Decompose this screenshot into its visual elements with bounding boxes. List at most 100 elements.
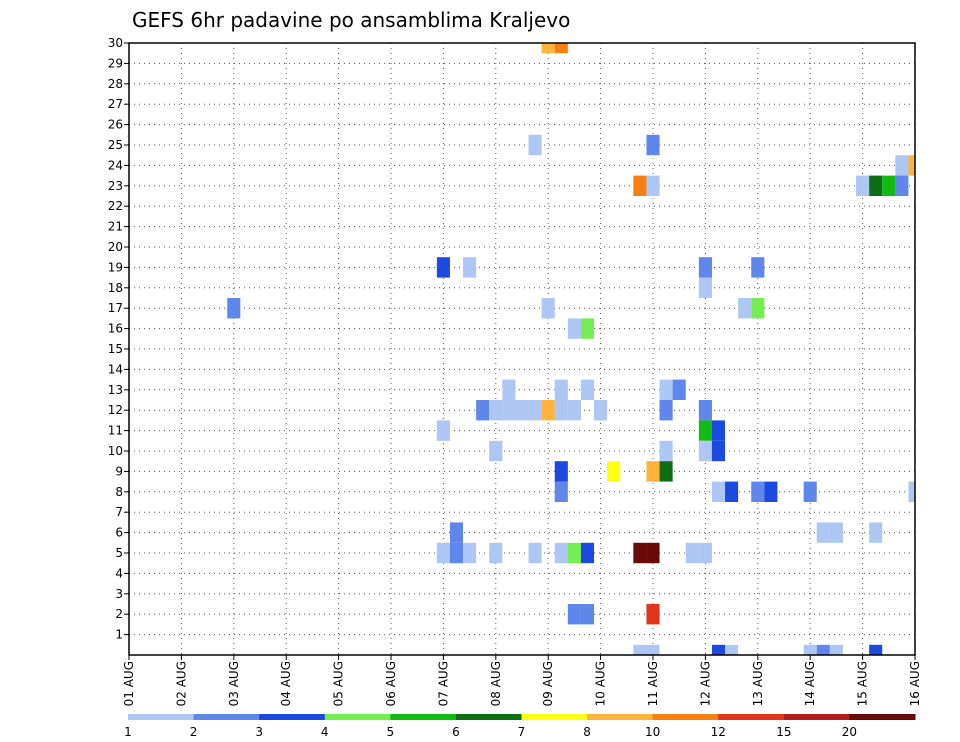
y-tick-label: 7 (115, 505, 123, 519)
heatmap-cell (698, 542, 712, 564)
heatmap-cell (646, 134, 660, 156)
heatmap-cell (633, 542, 647, 564)
heatmap-cell (725, 481, 739, 502)
x-tick-label: 14 AUG (803, 661, 817, 706)
colorbar-label: 5 (387, 725, 395, 739)
y-tick-label: 22 (108, 199, 123, 213)
heatmap-cell (463, 542, 477, 564)
x-tick-label: 04 AUG (279, 661, 293, 706)
heatmap-cell (725, 644, 739, 655)
heatmap-cell (541, 43, 555, 54)
colorbar-label: 4 (321, 725, 329, 739)
colorbar-segment (455, 714, 522, 720)
plot-frame (128, 42, 916, 656)
colorbar: 1 2 3 4 5 6 7 8 10 12 15 20 (124, 714, 916, 739)
y-tick-label: 30 (108, 36, 123, 50)
heatmap-cell (646, 644, 660, 655)
y-tick-label: 17 (108, 301, 123, 315)
colorbar-label: 7 (518, 725, 526, 739)
heatmap-cell (436, 257, 450, 278)
heatmap-cell (567, 604, 581, 625)
x-tick-label: 03 AUG (227, 661, 241, 706)
heatmap-cell (698, 257, 712, 278)
heatmap-cell (659, 400, 673, 421)
x-tick-label: 08 AUG (489, 661, 503, 706)
heatmap-cell (449, 522, 464, 543)
x-tick-label: 06 AUG (384, 661, 398, 706)
heatmap-cell (646, 175, 660, 196)
y-tick-label: 4 (115, 566, 123, 580)
heatmap-cell (541, 298, 555, 319)
colorbar-segment (849, 714, 916, 720)
heatmap-cell (554, 461, 568, 482)
heatmap-cell (685, 542, 699, 564)
y-tick-label: 23 (108, 179, 123, 193)
colorbar-label: 6 (452, 725, 460, 739)
colorbar-label: 8 (583, 725, 591, 739)
x-tick-label: 12 AUG (698, 661, 712, 706)
heatmap-cell (829, 522, 843, 543)
colorbar-label: 20 (842, 725, 857, 739)
heatmap-cell (580, 542, 595, 564)
heatmap-cell (869, 644, 883, 655)
y-tick-label: 26 (108, 118, 123, 132)
heatmap-cell (711, 440, 726, 462)
colorbar-segment (324, 714, 391, 720)
x-tick-label: 16 AUG (908, 661, 922, 706)
x-tick-label: 09 AUG (541, 661, 555, 706)
heatmap-cell (594, 400, 608, 421)
heatmap-cell (908, 481, 915, 502)
y-tick-label: 12 (108, 403, 123, 417)
heatmap-cell (803, 644, 817, 655)
x-tick-label: 02 AUG (174, 661, 188, 706)
x-tick-label: 05 AUG (332, 661, 346, 706)
chart-title: GEFS 6hr padavine po ansamblima Kraljevo (132, 8, 570, 32)
heatmap-cells (227, 43, 915, 655)
heatmap-cell (633, 175, 647, 196)
y-tick-label: 14 (108, 362, 123, 376)
x-axis-ticks: 01 AUG 02 AUG 03 AUG 04 AUG 05 AUG 06 AUG 07 A… (122, 655, 922, 706)
heatmap-cell (554, 481, 568, 502)
y-tick-label: 1 (115, 628, 123, 642)
heatmap-cell (672, 379, 686, 400)
heatmap-cell (502, 379, 516, 400)
heatmap-cell (567, 318, 581, 339)
heatmap-cell (554, 43, 568, 54)
heatmap-cell (698, 277, 712, 298)
heatmap-cell (436, 420, 450, 441)
heatmap-cell (882, 175, 896, 196)
y-tick-label: 27 (108, 97, 123, 111)
heatmap-cell (711, 644, 726, 655)
heatmap-cell (515, 400, 529, 421)
colorbar-label: 3 (255, 725, 263, 739)
y-tick-label: 19 (108, 260, 123, 274)
heatmap-cell (528, 542, 542, 564)
heatmap-cell (554, 400, 568, 421)
heatmap-cell (751, 481, 765, 502)
heatmap-cell (528, 134, 542, 156)
heatmap-cell (764, 481, 778, 502)
heatmap-cell (567, 400, 581, 421)
grid-lines (129, 43, 915, 655)
colorbar-segment (783, 714, 850, 720)
y-tick-label: 15 (108, 342, 123, 356)
heatmap-cell (476, 400, 490, 421)
heatmap-cell (567, 542, 581, 564)
x-tick-label: 11 AUG (646, 661, 660, 706)
heatmap-cell (580, 604, 595, 625)
y-tick-label: 25 (108, 138, 123, 152)
colorbar-segment (587, 714, 654, 720)
y-tick-label: 21 (108, 220, 123, 234)
heatmap-cell (659, 461, 673, 482)
heatmap-cell (580, 379, 595, 400)
heatmap-cell (659, 440, 673, 462)
y-tick-label: 29 (108, 56, 123, 70)
colorbar-label: 12 (711, 725, 726, 739)
heatmap-cell (698, 440, 712, 462)
heatmap-cell (436, 542, 450, 564)
y-tick-label: 10 (108, 444, 123, 458)
y-tick-label: 20 (108, 240, 123, 254)
colorbar-segment (128, 714, 195, 720)
heatmap-cell (659, 379, 673, 400)
colorbar-segment (259, 714, 326, 720)
